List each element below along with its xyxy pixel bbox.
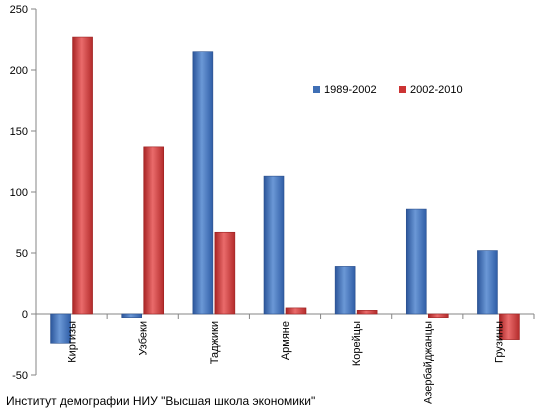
y-tick-label: -50	[12, 370, 28, 382]
bar-2002-2010-Киргизы	[72, 36, 93, 315]
bar-2002-2010-Армяне	[285, 307, 307, 315]
y-tick-label: 100	[10, 187, 28, 199]
bar-1989-2002-Узбеки	[121, 313, 143, 318]
bar-2002-2010-Таджики	[214, 231, 236, 315]
axes	[31, 8, 535, 376]
bar-1989-2002-Киргизы	[50, 313, 71, 344]
x-category-label: Корейцы	[351, 321, 363, 366]
x-category-label: Азербайджанцы	[422, 321, 434, 404]
legend-swatch-2002-2010	[399, 86, 406, 93]
x-category-label: Армяне	[280, 321, 292, 360]
legend-label-1989-2002: 1989-2002	[324, 84, 377, 96]
bar-2002-2010-Корейцы	[356, 310, 378, 315]
bar-1989-2002-Армяне	[263, 175, 285, 315]
x-category-label: Таджики	[209, 321, 221, 364]
legend: 1989-2002 2002-2010	[313, 84, 463, 96]
bar-1989-2002-Корейцы	[334, 266, 356, 315]
y-tick-label: 150	[10, 126, 28, 138]
y-tick-label: 250	[10, 4, 28, 16]
x-category-label: Грузины	[493, 321, 505, 363]
bar-2002-2010-Грузины	[499, 313, 520, 340]
y-tick-labels: -50 0 50 100 150 200 250	[10, 4, 28, 382]
bars	[50, 36, 520, 344]
source-caption: Институт демографии НИУ "Высшая школа эк…	[6, 394, 316, 408]
category-labels: Киргизы Узбеки Таджики Армяне Корейцы Азербай…	[67, 321, 506, 404]
bar-2002-2010-Узбеки	[143, 146, 165, 315]
bar-1989-2002-Азербайджанцы	[405, 208, 427, 315]
bar-1989-2002-Таджики	[192, 51, 214, 315]
x-category-label: Киргизы	[67, 321, 79, 363]
bar-2002-2010-Азербайджанцы	[427, 313, 449, 318]
legend-label-2002-2010: 2002-2010	[410, 84, 463, 96]
bar-1989-2002-Грузины	[477, 250, 498, 315]
y-tick-label: 200	[10, 65, 28, 77]
y-tick-label: 0	[22, 309, 28, 321]
x-category-label: Узбеки	[138, 321, 150, 356]
legend-swatch-1989-2002	[313, 86, 320, 93]
y-tick-label: 50	[16, 248, 28, 260]
